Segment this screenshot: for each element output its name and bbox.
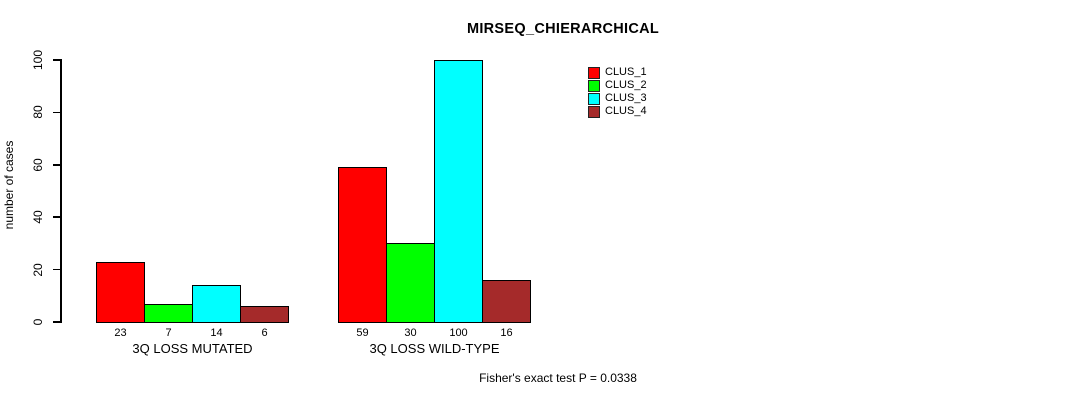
legend: CLUS_1 CLUS_2 CLUS_3 CLUS_4 <box>588 66 647 118</box>
legend-label: CLUS_3 <box>605 92 647 104</box>
bar-value-label: 6 <box>261 327 268 339</box>
bar-value-label: 30 <box>404 327 417 339</box>
legend-swatch <box>588 66 600 79</box>
y-tick-mark <box>53 164 61 166</box>
y-axis-line <box>60 59 62 323</box>
y-tick-mark <box>53 321 61 323</box>
legend-swatch <box>588 92 600 105</box>
y-tick-mark <box>53 268 61 271</box>
legend-swatch <box>588 105 600 118</box>
bar-clus_2-group1 <box>144 303 193 323</box>
bar-value-label: 7 <box>165 327 172 339</box>
y-axis-label: number of cases <box>2 140 16 230</box>
y-tick-label: 80 <box>31 105 45 120</box>
legend-item: CLUS_1 <box>588 66 647 79</box>
legend-swatch <box>588 79 600 92</box>
bar-value-label: 14 <box>210 327 223 339</box>
legend-item: CLUS_2 <box>588 79 647 92</box>
bar-value-label: 100 <box>449 327 468 339</box>
legend-label: CLUS_1 <box>605 66 647 78</box>
y-tick-mark <box>53 111 61 114</box>
bar-clus_3-group1 <box>192 285 241 323</box>
legend-label: CLUS_2 <box>605 79 647 91</box>
y-tick-label: 0 <box>31 318 45 326</box>
x-category-label: 3Q LOSS MUTATED <box>132 341 253 356</box>
y-tick-mark <box>53 216 61 218</box>
y-tick-label: 40 <box>31 210 45 224</box>
bar-clus_1-group2 <box>338 167 387 323</box>
legend-label: CLUS_4 <box>605 105 647 117</box>
y-tick-label: 20 <box>31 262 45 277</box>
x-category-label: 3Q LOSS WILD-TYPE <box>369 341 500 356</box>
y-tick-mark <box>53 59 61 61</box>
bar-clus_2-group2 <box>386 243 435 323</box>
legend-item: CLUS_4 <box>588 105 647 118</box>
legend-item: CLUS_3 <box>588 92 647 105</box>
caption-text: Fisher's exact test P = 0.0338 <box>479 371 637 385</box>
bar-value-label: 16 <box>500 327 513 339</box>
bar-value-label: 23 <box>114 327 127 339</box>
bar-value-label: 59 <box>356 327 369 339</box>
bar-clus_4-group1 <box>240 306 289 323</box>
bar-clus_4-group2 <box>482 280 531 323</box>
bar-clus_3-group2 <box>434 60 483 323</box>
y-tick-label: 60 <box>31 158 45 172</box>
y-tick-label: 100 <box>31 49 45 71</box>
bar-clus_1-group1 <box>96 261 145 323</box>
chart-title: MIRSEQ_CHIERARCHICAL <box>466 21 660 37</box>
